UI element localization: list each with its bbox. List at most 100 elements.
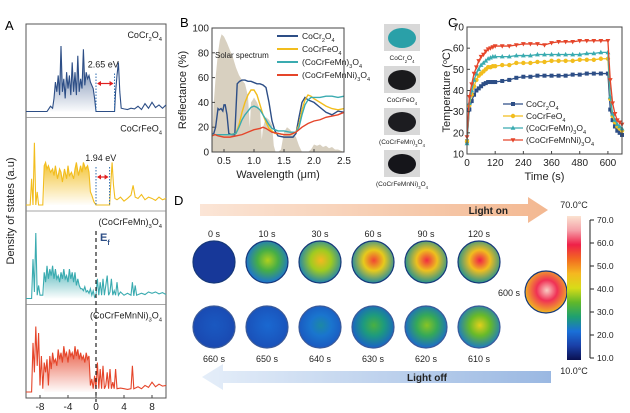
powder-sample xyxy=(388,154,416,174)
dos-line xyxy=(26,45,167,113)
colorbar-tick-label: 20.0 xyxy=(597,330,614,340)
data-point xyxy=(535,59,540,65)
reflectance-line xyxy=(211,79,345,138)
data-point xyxy=(520,52,526,58)
powder-label: (CoCrFeMnNi)3O4 xyxy=(376,181,429,190)
colorbar xyxy=(567,216,581,360)
data-point xyxy=(474,88,479,93)
y-tick-label: 10 xyxy=(453,150,465,161)
plot-frame xyxy=(211,27,345,153)
heating-time-label: 60 s xyxy=(364,229,382,239)
data-point xyxy=(488,80,493,85)
heating-time-label: 0 s xyxy=(208,229,221,239)
solar-spectrum-area xyxy=(212,34,344,153)
data-point xyxy=(483,49,489,54)
legend-label: (CoCrFeMn)3O4 xyxy=(302,57,362,70)
data-point xyxy=(584,71,589,76)
data-point xyxy=(514,60,519,66)
data-point xyxy=(506,44,512,49)
cooling-time-label: 610 s xyxy=(468,354,491,364)
data-point xyxy=(471,71,477,77)
y-tick-label: 30 xyxy=(453,107,465,118)
data-point xyxy=(511,102,515,106)
data-point xyxy=(542,51,547,57)
x-tick-label: 8 xyxy=(149,402,155,413)
x-tick-label: 0.5 xyxy=(217,156,231,167)
data-point xyxy=(493,80,498,85)
dos-line xyxy=(26,326,167,393)
data-point xyxy=(499,54,505,59)
data-point xyxy=(591,57,597,63)
data-point xyxy=(535,42,540,47)
data-point xyxy=(549,51,554,57)
panel-label-c: C xyxy=(448,15,457,30)
dos-panel-label: CoCrFeO4 xyxy=(120,124,163,137)
legend-label: CoCr2O4 xyxy=(302,31,335,44)
dos-panel-label: CoCr2O4 xyxy=(127,30,162,43)
panel-label-a: A xyxy=(5,18,14,33)
x-axis-label: Time (s) xyxy=(525,171,565,183)
data-point xyxy=(473,70,479,76)
data-point xyxy=(472,92,477,97)
gap-arrowheads xyxy=(97,81,114,86)
solar-spectrum-label: Solar spectrum xyxy=(215,51,269,60)
x-tick-label: 240 xyxy=(515,158,532,169)
data-point xyxy=(591,50,597,56)
data-point xyxy=(556,40,561,45)
thermal-image-heating xyxy=(457,240,501,284)
data-point xyxy=(476,86,481,91)
data-point xyxy=(490,80,495,85)
data-point xyxy=(473,65,479,70)
data-point xyxy=(492,63,498,69)
y-tick-label: 100 xyxy=(192,24,209,35)
data-point xyxy=(506,54,512,59)
data-point xyxy=(476,66,482,72)
legend-label: (CoCrFeMnNi)3O4 xyxy=(302,70,370,83)
data-point xyxy=(584,50,590,56)
thermal-image-cooling xyxy=(245,305,289,349)
peak-time-label: 600 s xyxy=(498,288,521,298)
y-tick-label: 50 xyxy=(453,65,465,76)
data-point xyxy=(612,124,617,129)
x-axis-label: Wavelength (μm) xyxy=(236,169,320,181)
thermal-image-cooling xyxy=(404,305,448,349)
colorbar-max-label: 70.0°C xyxy=(560,200,588,210)
data-point xyxy=(510,138,516,143)
thermal-image-cooling xyxy=(457,305,501,349)
powder-label: (CoCrFeMn)3O4 xyxy=(379,139,426,148)
chart-b-reflectance: Solar spectrum 0.5 1.0 1.5 2.0 2.5 0 20 40 60 80 10… xyxy=(177,24,370,182)
dos-line xyxy=(26,232,167,300)
data-point xyxy=(612,111,618,117)
data-point xyxy=(478,54,484,60)
x-tick-label: 600 xyxy=(600,158,617,169)
y-axis-label: Density of states (a.u) xyxy=(5,158,17,265)
chart-a-dos: CoCr2O4 2.65 eV CoCrFeO4 1.94 eV (CoCrFeMn)3… xyxy=(5,23,167,413)
powder-label: CoCr2O4 xyxy=(390,55,416,64)
data-point xyxy=(591,71,596,76)
y-tick-label: 70 xyxy=(453,23,465,34)
y-tick-label: 0 xyxy=(203,148,209,159)
data-point xyxy=(577,72,582,77)
data-point xyxy=(563,51,569,57)
thermal-image-heating xyxy=(298,240,342,284)
data-point xyxy=(469,82,475,87)
data-point xyxy=(608,107,613,112)
panel-label-d: D xyxy=(174,193,183,208)
data-point xyxy=(499,44,505,49)
data-point xyxy=(510,113,516,119)
data-point xyxy=(584,38,590,44)
data-point xyxy=(577,57,582,63)
data-point xyxy=(563,40,569,45)
data-point xyxy=(614,121,620,127)
data-point xyxy=(584,57,589,63)
data-point xyxy=(514,75,519,80)
data-point xyxy=(598,49,604,55)
heating-time-label: 120 s xyxy=(468,229,491,239)
data-point xyxy=(528,42,533,47)
data-point xyxy=(570,58,575,64)
thermal-image-cooling xyxy=(351,305,395,349)
x-tick-label: 1.0 xyxy=(247,156,261,167)
x-tick-label: 2.5 xyxy=(337,156,351,167)
reflectance-line xyxy=(212,95,345,136)
data-point xyxy=(549,58,554,64)
